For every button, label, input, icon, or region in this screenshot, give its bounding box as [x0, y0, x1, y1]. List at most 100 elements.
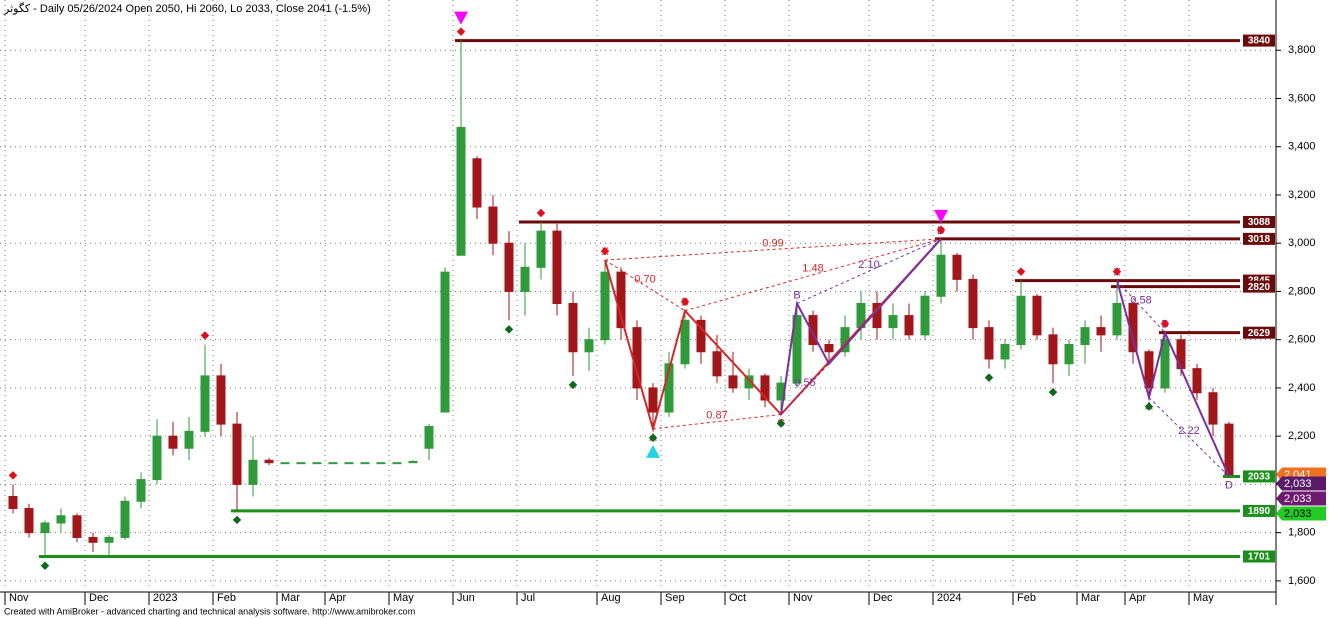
x-tick-label: Dec	[873, 592, 893, 604]
candle-body	[104, 536, 114, 543]
candle-body	[712, 351, 722, 377]
candle-body	[408, 460, 418, 464]
ratio-label: 0.87	[706, 410, 727, 422]
candle-body	[728, 375, 738, 389]
level-tag	[1243, 232, 1275, 245]
ratio-line	[604, 259, 686, 312]
candle-body	[440, 271, 450, 413]
x-tick-label: Nov	[793, 592, 813, 604]
candle-body	[1032, 295, 1042, 336]
pivot-low	[776, 419, 786, 428]
x-tick-label: Aug	[601, 592, 621, 604]
level-label: 2629	[1248, 328, 1271, 339]
x-tick-label: Jul	[521, 592, 535, 604]
y-tick-label: 3,800	[1288, 44, 1316, 56]
x-tick-label: Jun	[457, 592, 475, 604]
chart-title: کگوثر - Daily 05/26/2024 Open 2050, Hi 2…	[3, 2, 371, 15]
pivot-high	[200, 331, 210, 340]
candle-body	[552, 230, 562, 304]
level-label: 3018	[1248, 234, 1271, 245]
candle-body	[472, 158, 482, 208]
x-tick-label: Mar	[281, 592, 300, 604]
ratio-label: 0.55	[794, 377, 815, 389]
candle-body	[760, 375, 770, 401]
x-tick-label: May	[1193, 592, 1214, 604]
candle-body	[312, 462, 322, 465]
candle-body	[40, 522, 50, 534]
pivot-low	[1048, 387, 1058, 397]
candle-body	[1224, 423, 1234, 476]
point-label: B	[793, 289, 800, 301]
pivot-low	[648, 433, 658, 443]
x-tick-label: Feb	[1017, 592, 1036, 604]
candle-body	[824, 344, 834, 353]
candle-body	[648, 387, 658, 413]
price-tag-label: 2,033	[1284, 478, 1312, 490]
ratio-line	[684, 238, 942, 312]
price-tag	[1276, 476, 1326, 491]
candle-body	[888, 315, 898, 329]
ratio-line	[1148, 397, 1230, 477]
candle-body	[696, 319, 706, 353]
candle-body	[120, 500, 130, 538]
candle-body	[1000, 344, 1010, 360]
candle-body	[920, 295, 930, 336]
candle-body	[680, 319, 690, 365]
level-label: 3840	[1248, 36, 1271, 47]
candle-body	[328, 462, 338, 465]
sell-signal	[454, 11, 468, 25]
level-label: 3088	[1248, 217, 1271, 228]
ratio-label: 0.58	[1130, 295, 1151, 307]
candle-body	[72, 515, 82, 538]
candle-body	[168, 435, 178, 449]
x-tick-label: Mar	[1081, 592, 1100, 604]
candle-body	[1192, 368, 1202, 394]
candle-body	[8, 495, 18, 510]
candle-body	[200, 375, 210, 432]
candle-body	[280, 462, 290, 465]
ratio-label: 0.70	[634, 273, 655, 285]
candle-body	[392, 462, 402, 465]
buy-signal	[646, 444, 660, 458]
level-label: 2033	[1248, 472, 1271, 483]
candle-body	[424, 426, 434, 449]
x-tick-label: Sep	[665, 592, 685, 604]
candle-body	[152, 435, 162, 481]
x-tick-label: Nov	[9, 592, 29, 604]
price-tag	[1276, 506, 1326, 521]
pivot-low	[568, 380, 578, 390]
candle-body	[1064, 344, 1074, 365]
ratio-label: 2.22	[1178, 425, 1199, 437]
candle-body	[1048, 334, 1058, 365]
x-tick-label: May	[393, 592, 414, 604]
candle-body	[952, 254, 962, 280]
y-tick-label: 2,600	[1288, 334, 1316, 346]
candle-body	[584, 339, 594, 353]
level-tag	[1243, 504, 1275, 517]
footer: Created with AmiBroker - advanced charti…	[4, 606, 415, 616]
candle-body	[248, 459, 258, 485]
candle-body	[456, 126, 466, 256]
sell-signal	[934, 209, 948, 223]
x-tick-label: 2024	[937, 592, 961, 604]
level-label: 1701	[1248, 552, 1271, 563]
x-tick-label: Dec	[89, 592, 109, 604]
ratio-label: 2.10	[858, 259, 879, 271]
pattern-leg	[1116, 280, 1230, 477]
candle-body	[344, 462, 354, 465]
candle-body	[808, 315, 818, 346]
candle-body	[488, 206, 498, 244]
level-label: 1890	[1248, 506, 1271, 517]
ratio-label: 0.99	[762, 237, 783, 249]
y-tick-label: 3,600	[1288, 92, 1316, 104]
level-tag	[1243, 215, 1275, 228]
candle-body	[600, 271, 610, 341]
candle-body	[1080, 327, 1090, 346]
level-tag	[1243, 326, 1275, 339]
level-label: 2820	[1248, 282, 1271, 293]
level-tag	[1243, 470, 1275, 483]
pivot-high	[680, 297, 690, 306]
y-tick-label: 1,800	[1288, 527, 1316, 539]
candle-body	[1144, 351, 1154, 389]
candle-body	[1112, 303, 1122, 336]
